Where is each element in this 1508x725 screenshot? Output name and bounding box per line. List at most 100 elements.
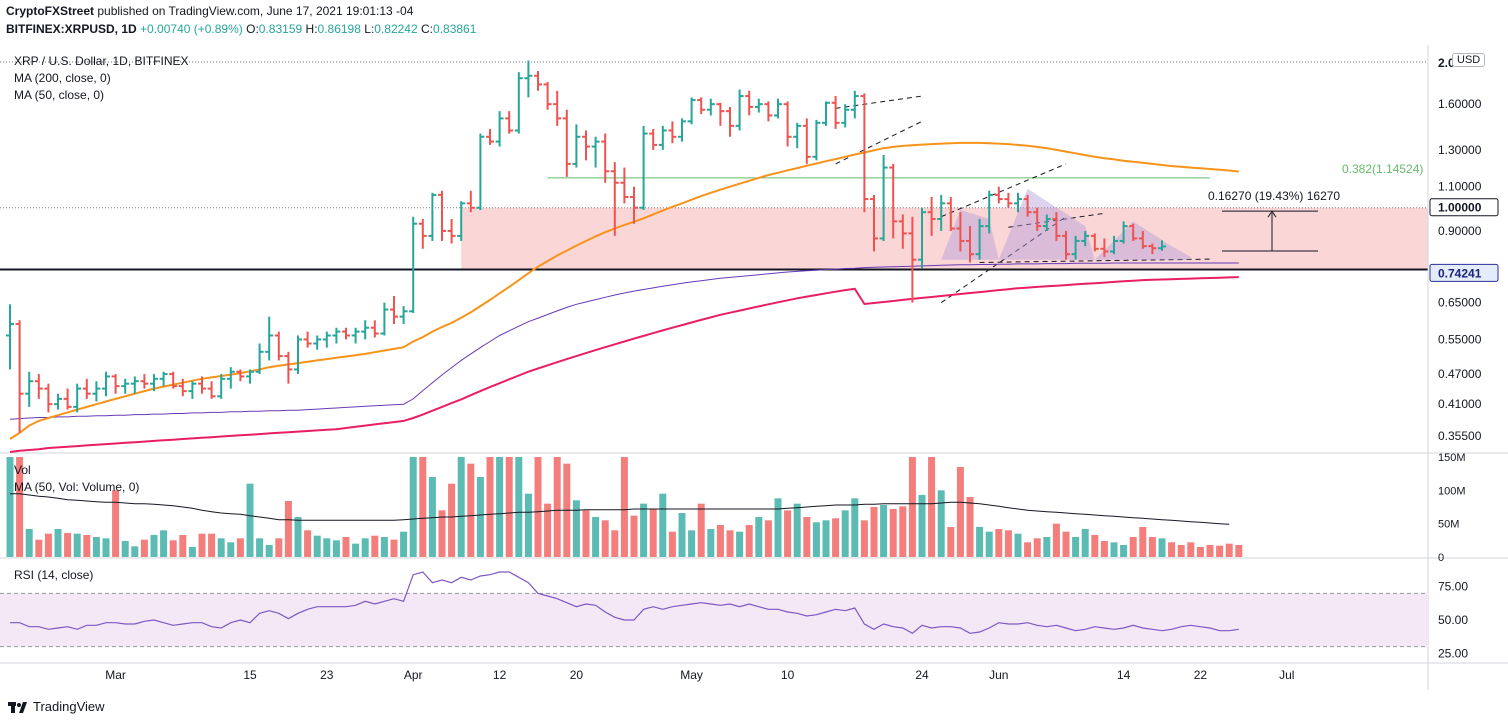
volume-bar — [716, 525, 724, 557]
price-tick-label: 1.30000 — [1438, 143, 1482, 157]
ohlc-bar — [207, 381, 216, 399]
tradingview-logo[interactable]: TradingView — [8, 699, 105, 714]
volume-bar — [54, 529, 62, 557]
price-tick-label: 1.10000 — [1438, 180, 1482, 194]
price-badge-label: 0.74241 — [1438, 266, 1482, 280]
legend-rsi[interactable]: RSI (14, close) — [14, 568, 94, 582]
ohlc-bar — [246, 369, 254, 384]
ohlc-bar — [754, 98, 763, 113]
price-tick-label: 0.35500 — [1438, 429, 1482, 443]
ma50-line — [9, 141, 1239, 440]
volume-bar — [985, 531, 993, 557]
high-value: 0.86198 — [317, 22, 361, 36]
volume-bar — [515, 457, 523, 557]
ohlc-bar — [44, 383, 53, 413]
volume-bar — [102, 538, 110, 557]
ohlc-bar — [1129, 223, 1138, 241]
volume-bar — [1052, 523, 1060, 557]
ohlc-bar — [745, 90, 754, 116]
volume-bar — [1129, 537, 1137, 557]
ohlc-bar — [236, 369, 245, 382]
volume-bar — [419, 457, 427, 557]
ohlc-bar — [150, 374, 158, 392]
ohlc-bar — [274, 331, 283, 361]
volume-bar — [524, 493, 532, 557]
volume-bar — [25, 529, 33, 557]
volume-bar — [236, 538, 244, 557]
brand-name[interactable]: CryptoFXStreet — [6, 4, 95, 18]
channel-lower-line — [940, 216, 1067, 304]
legend-ma200[interactable]: MA (200, close, 0) — [14, 71, 111, 85]
ohlc-bar — [946, 196, 955, 231]
legend-vol-ma[interactable]: MA (50, Vol: Volume, 0) — [14, 480, 140, 494]
volume-bar — [1081, 529, 1089, 557]
volume-bar — [323, 538, 331, 557]
ohlc-bar — [34, 374, 43, 399]
volume-bar — [976, 527, 984, 557]
resistance-zone-rect — [461, 207, 1428, 270]
volume-bar — [908, 457, 916, 557]
symbol-label[interactable]: BITFINEX:XRPUSD, 1D — [6, 22, 137, 36]
volume-bar — [784, 510, 792, 557]
volume-bar — [428, 477, 436, 557]
ohlc-bar — [630, 186, 638, 224]
volume-bar — [409, 457, 417, 557]
ohlc-bar — [1014, 192, 1022, 213]
ohlc-bar — [418, 219, 427, 249]
ohlc-bar — [1081, 230, 1090, 247]
currency-badge[interactable]: USD — [1452, 53, 1486, 67]
ohlc-bar — [879, 155, 888, 241]
ohlc-bar — [524, 60, 533, 98]
wedge-lower-line — [835, 120, 923, 165]
close-label: C: — [421, 22, 434, 36]
ohlc-bar — [1110, 235, 1118, 255]
price-tick-label: 0.41000 — [1438, 397, 1482, 411]
volume-bar — [889, 509, 897, 557]
legend-ma50[interactable]: MA (50, close, 0) — [14, 88, 105, 102]
volume-bar — [1158, 538, 1166, 557]
ohlc-bar — [1042, 214, 1051, 231]
time-tick-label: 20 — [570, 668, 584, 682]
ohlc-bar — [985, 190, 994, 234]
ohlc-bar — [860, 93, 869, 213]
ohlc-bar — [188, 381, 197, 399]
volume-bar — [121, 541, 129, 557]
volume-bar — [678, 513, 686, 557]
volume-bar — [265, 545, 273, 557]
time-tick-label: May — [680, 668, 703, 682]
volume-bar — [160, 530, 168, 557]
ohlc-bar — [1071, 235, 1080, 260]
volume-bar — [726, 530, 734, 557]
volume-bar — [64, 533, 72, 557]
ohlc-bar — [783, 101, 792, 147]
ohlc-bar — [63, 388, 72, 410]
volume-bar — [1024, 542, 1032, 557]
legend-title[interactable]: XRP / U.S. Dollar, 1D, BITFINEX — [14, 54, 189, 68]
volume-bar — [544, 503, 552, 557]
ohlc-bar — [668, 121, 677, 144]
volume-bar — [688, 530, 696, 557]
volume-bar — [467, 463, 475, 557]
volume-bar — [1033, 538, 1041, 557]
close-value: 0.83861 — [433, 22, 477, 36]
volume-bar — [150, 535, 158, 557]
ohlc-bar — [822, 101, 830, 126]
volume-bar — [841, 510, 849, 557]
axes: 1.60000 1.30000 1.10000 0.90000 0.65000 0.550… — [105, 56, 1499, 682]
volume-bar — [1235, 545, 1243, 557]
ohlc-bar — [486, 128, 494, 145]
volume-bar — [476, 477, 484, 557]
ohlc-bar — [1148, 243, 1157, 255]
ohlc-bar — [265, 316, 274, 361]
ohlc-bar — [562, 109, 571, 177]
price-tick-label: 0.55000 — [1438, 332, 1482, 346]
volume-bar — [534, 457, 542, 557]
price-tick-label: 0.47000 — [1438, 367, 1482, 381]
price-grid — [0, 45, 1508, 690]
volume-bar — [774, 498, 782, 557]
ohlc-bar — [1138, 230, 1147, 249]
volume-bar — [956, 467, 964, 557]
ohlc-bar — [812, 119, 821, 161]
legend-vol[interactable]: Vol — [14, 463, 31, 477]
